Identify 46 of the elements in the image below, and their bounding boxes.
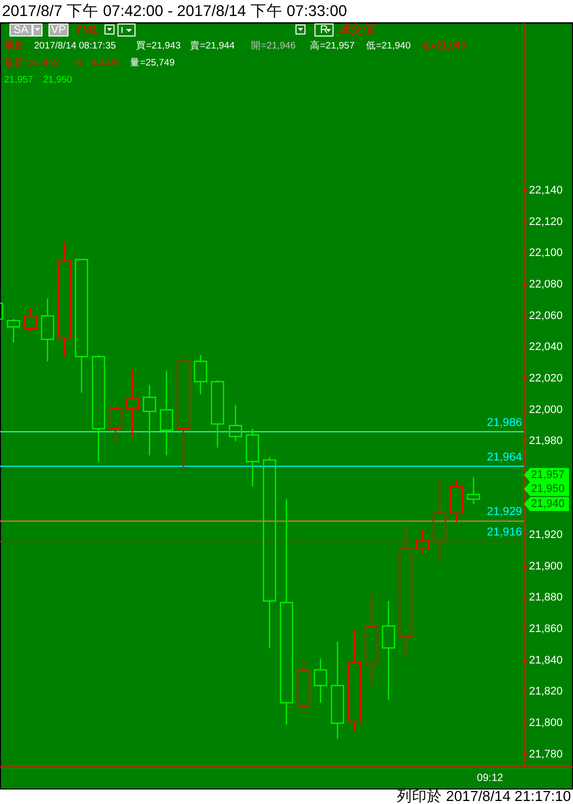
- chart-title: 2017/8/7 下午 07:42:00 - 2017/8/14 下午 07:33:00: [2, 3, 348, 20]
- annotation: 21,957: [4, 74, 34, 86]
- annotation: 開=21,946: [251, 40, 296, 52]
- y-tick-label: 22,020: [529, 372, 563, 384]
- annotation: 賣=21,944: [190, 40, 235, 52]
- annotation: 期貨: [4, 40, 24, 52]
- y-tick-label: 22,080: [529, 278, 563, 290]
- annotation: 收=21,943: [421, 40, 466, 52]
- y-tick-label: 21,980: [529, 435, 563, 448]
- annotation: 高=21,957: [310, 40, 355, 52]
- ref-line-label: 21,916: [486, 526, 522, 538]
- annotation: 2017/8/14 08:17:35: [34, 40, 116, 52]
- y-tick-label: 22,120: [529, 216, 563, 228]
- ref-line-label: 21,986: [486, 416, 522, 429]
- y-tick-label: 21,820: [529, 686, 563, 698]
- annotation: YM1: [75, 24, 98, 36]
- y-tick-label: 21,900: [529, 560, 563, 572]
- y-tick-label: 21,840: [529, 654, 563, 666]
- y-tick-label: 22,100: [529, 247, 563, 260]
- y-tick-label: 21,860: [529, 623, 563, 636]
- annotation: 最新=21,943: [4, 56, 59, 69]
- ref-line-label: 21,964: [486, 451, 523, 464]
- annotation: 買=21,943: [136, 40, 181, 52]
- y-tick-label: 22,140: [529, 184, 563, 196]
- annotation: VP: [51, 24, 66, 36]
- annotation: R: [320, 24, 328, 36]
- annotation: SA: [14, 24, 29, 36]
- price-tag: 21,957: [524, 468, 569, 482]
- y-tick-label: 21,780: [529, 748, 563, 760]
- y-tick-label: 22,000: [529, 404, 563, 416]
- annotation: 21,950: [43, 74, 72, 86]
- y-tick-label: 22,060: [529, 310, 563, 322]
- price-tag: 21,940: [524, 497, 569, 511]
- annotation: -3: [73, 58, 82, 69]
- ref-line-label: 21,929: [486, 506, 522, 518]
- annotation: 量=25,749: [130, 58, 175, 69]
- price-tag: 21,950: [524, 482, 569, 496]
- text: 列印於 2017/8/14 21:17:10: [396, 788, 571, 804]
- annotation: 低=21,940: [366, 40, 411, 52]
- annotation: 成交價: [339, 22, 375, 36]
- y-tick-label: 21,880: [529, 592, 563, 604]
- y-tick-label: 21,920: [529, 529, 563, 542]
- y-tick-label: 21,800: [529, 717, 563, 730]
- y-tick-label: 22,040: [529, 341, 563, 354]
- annotation: -0.01%: [90, 58, 121, 69]
- text: 09:12: [476, 772, 504, 784]
